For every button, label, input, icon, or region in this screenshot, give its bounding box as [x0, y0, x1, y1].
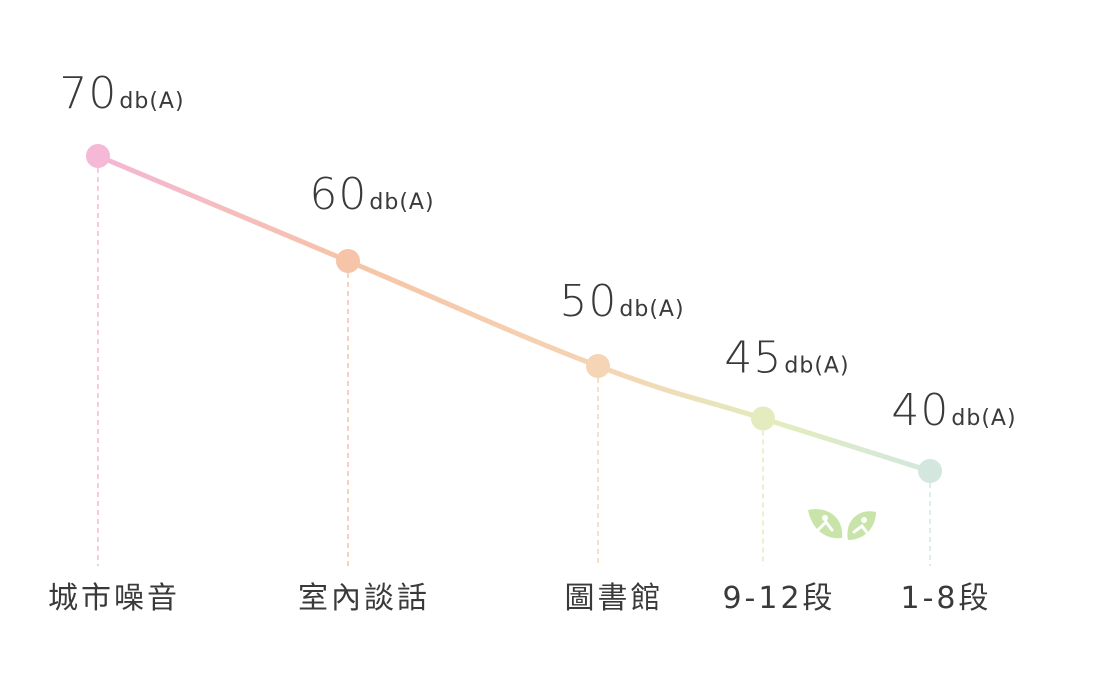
category-label: 9-12段	[722, 581, 835, 616]
series-line	[95, 153, 933, 474]
data-point	[918, 459, 942, 483]
data-point	[751, 406, 775, 431]
data-point	[86, 144, 110, 168]
category-label: 圖書館	[565, 581, 664, 616]
category-label: 1-8段	[901, 581, 992, 616]
category-label: 室內談話	[298, 581, 430, 616]
category-labels: 城市噪音 室內談話 圖書館 9-12段 1-8段	[48, 581, 992, 616]
data-point	[336, 249, 360, 273]
data-label: 60db(A)	[309, 169, 434, 220]
value-labels: 70db(A) 60db(A) 50db(A) 45db(A) 40db(A)	[59, 68, 1016, 436]
data-label: 50db(A)	[559, 276, 684, 327]
data-label: 45db(A)	[724, 333, 849, 384]
category-label: 城市噪音	[48, 581, 180, 616]
data-points	[86, 144, 942, 483]
data-point	[586, 354, 610, 378]
data-label: 40db(A)	[891, 385, 1016, 436]
data-label: 70db(A)	[59, 68, 184, 119]
leaf-bird-icon	[808, 509, 876, 540]
guide-lines	[97, 168, 931, 566]
